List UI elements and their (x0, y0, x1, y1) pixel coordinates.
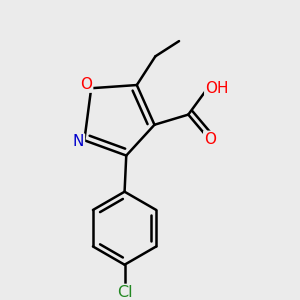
Text: OH: OH (205, 81, 229, 96)
Text: O: O (204, 132, 216, 147)
Text: N: N (73, 134, 84, 149)
Text: O: O (80, 77, 92, 92)
Text: Cl: Cl (117, 285, 132, 300)
